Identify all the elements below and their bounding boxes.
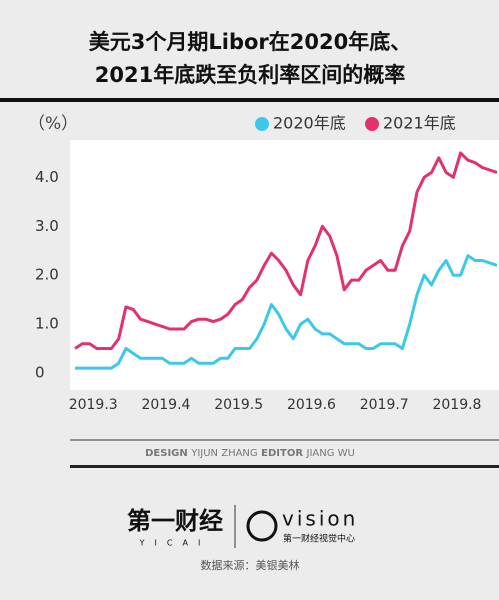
bottom-rule — [70, 465, 499, 468]
credit: EDITOR — [261, 448, 303, 459]
x-tick-label: 2019.6 — [287, 397, 336, 413]
credit: DESIGN — [145, 448, 188, 459]
y-tick-label: 1.0 — [35, 315, 59, 333]
plot-area — [70, 140, 499, 390]
legend-label: 2020年底 — [273, 114, 346, 133]
series-line — [74, 151, 498, 350]
x-tick-label: 2019.8 — [432, 397, 481, 413]
chart-title: 美元3个月期Libor在2020年底、 — [89, 30, 411, 54]
series-line — [75, 254, 498, 370]
top-rule — [0, 98, 499, 102]
y-tick-label: 3.0 — [35, 217, 59, 235]
y-tick-label: 0 — [35, 364, 45, 382]
x-tick-label: 2019.4 — [141, 397, 190, 413]
source: 数据来源：美银美林 — [201, 558, 300, 572]
vision-icon — [246, 510, 278, 542]
chart-title: 2021年底跌至负利率区间的概率 — [95, 63, 405, 87]
credit: JIANG WU — [306, 448, 355, 459]
y-tick-label: 4.0 — [35, 168, 59, 186]
x-tick-label: 2019.5 — [214, 397, 263, 413]
y-tick-label: 2.0 — [35, 266, 59, 284]
credit: YIJUN ZHANG — [190, 448, 257, 459]
credits: DESIGN YIJUN ZHANG EDITOR JIANG WU — [145, 448, 355, 459]
brand-logo: 第一财经 — [127, 507, 223, 535]
brand-logo-en: YICAI — [139, 539, 211, 548]
x-tick-label: 2019.3 — [69, 397, 118, 413]
x-tick-label: 2019.7 — [360, 397, 409, 413]
vision-logo-cn: 第一财经视觉中心 — [283, 533, 355, 545]
vision-logo: vision — [282, 507, 358, 531]
legend-swatch — [255, 117, 269, 131]
legend-label: 2021年底 — [383, 114, 456, 133]
unit-label: （%） — [28, 114, 78, 134]
legend-swatch — [365, 117, 379, 131]
